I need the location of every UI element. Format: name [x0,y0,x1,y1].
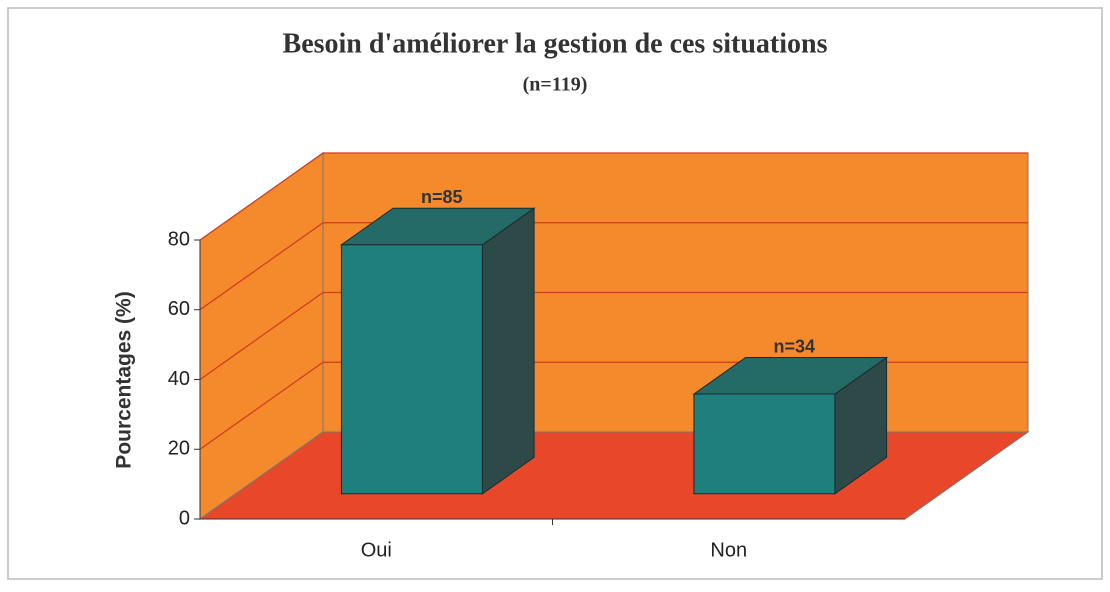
bar [339,207,536,495]
data-label: n=34 [773,337,815,357]
bar-side [481,207,535,495]
chart-subtitle: (n=119) [523,74,588,96]
grid-line [199,222,1028,311]
y-tick-label: 0 [179,507,190,529]
bar-front [340,244,483,495]
bar [692,356,889,495]
y-tick-label: 60 [168,298,190,320]
x-tick-label: Non [710,539,747,561]
x-tick-label: Oui [361,539,392,561]
y-tick-label: 80 [168,228,190,250]
bar-front [693,393,836,495]
data-label: n=85 [421,187,463,207]
y-tick-label: 40 [168,368,190,390]
grid-line [199,152,1028,241]
y-axis-label: Pourcentages (%) [113,291,136,468]
floor [198,431,1030,520]
y-tick-label: 20 [168,438,190,460]
grid-line [199,291,1028,380]
chart-title: Besoin d'améliorer la gestion de ces sit… [283,28,828,59]
